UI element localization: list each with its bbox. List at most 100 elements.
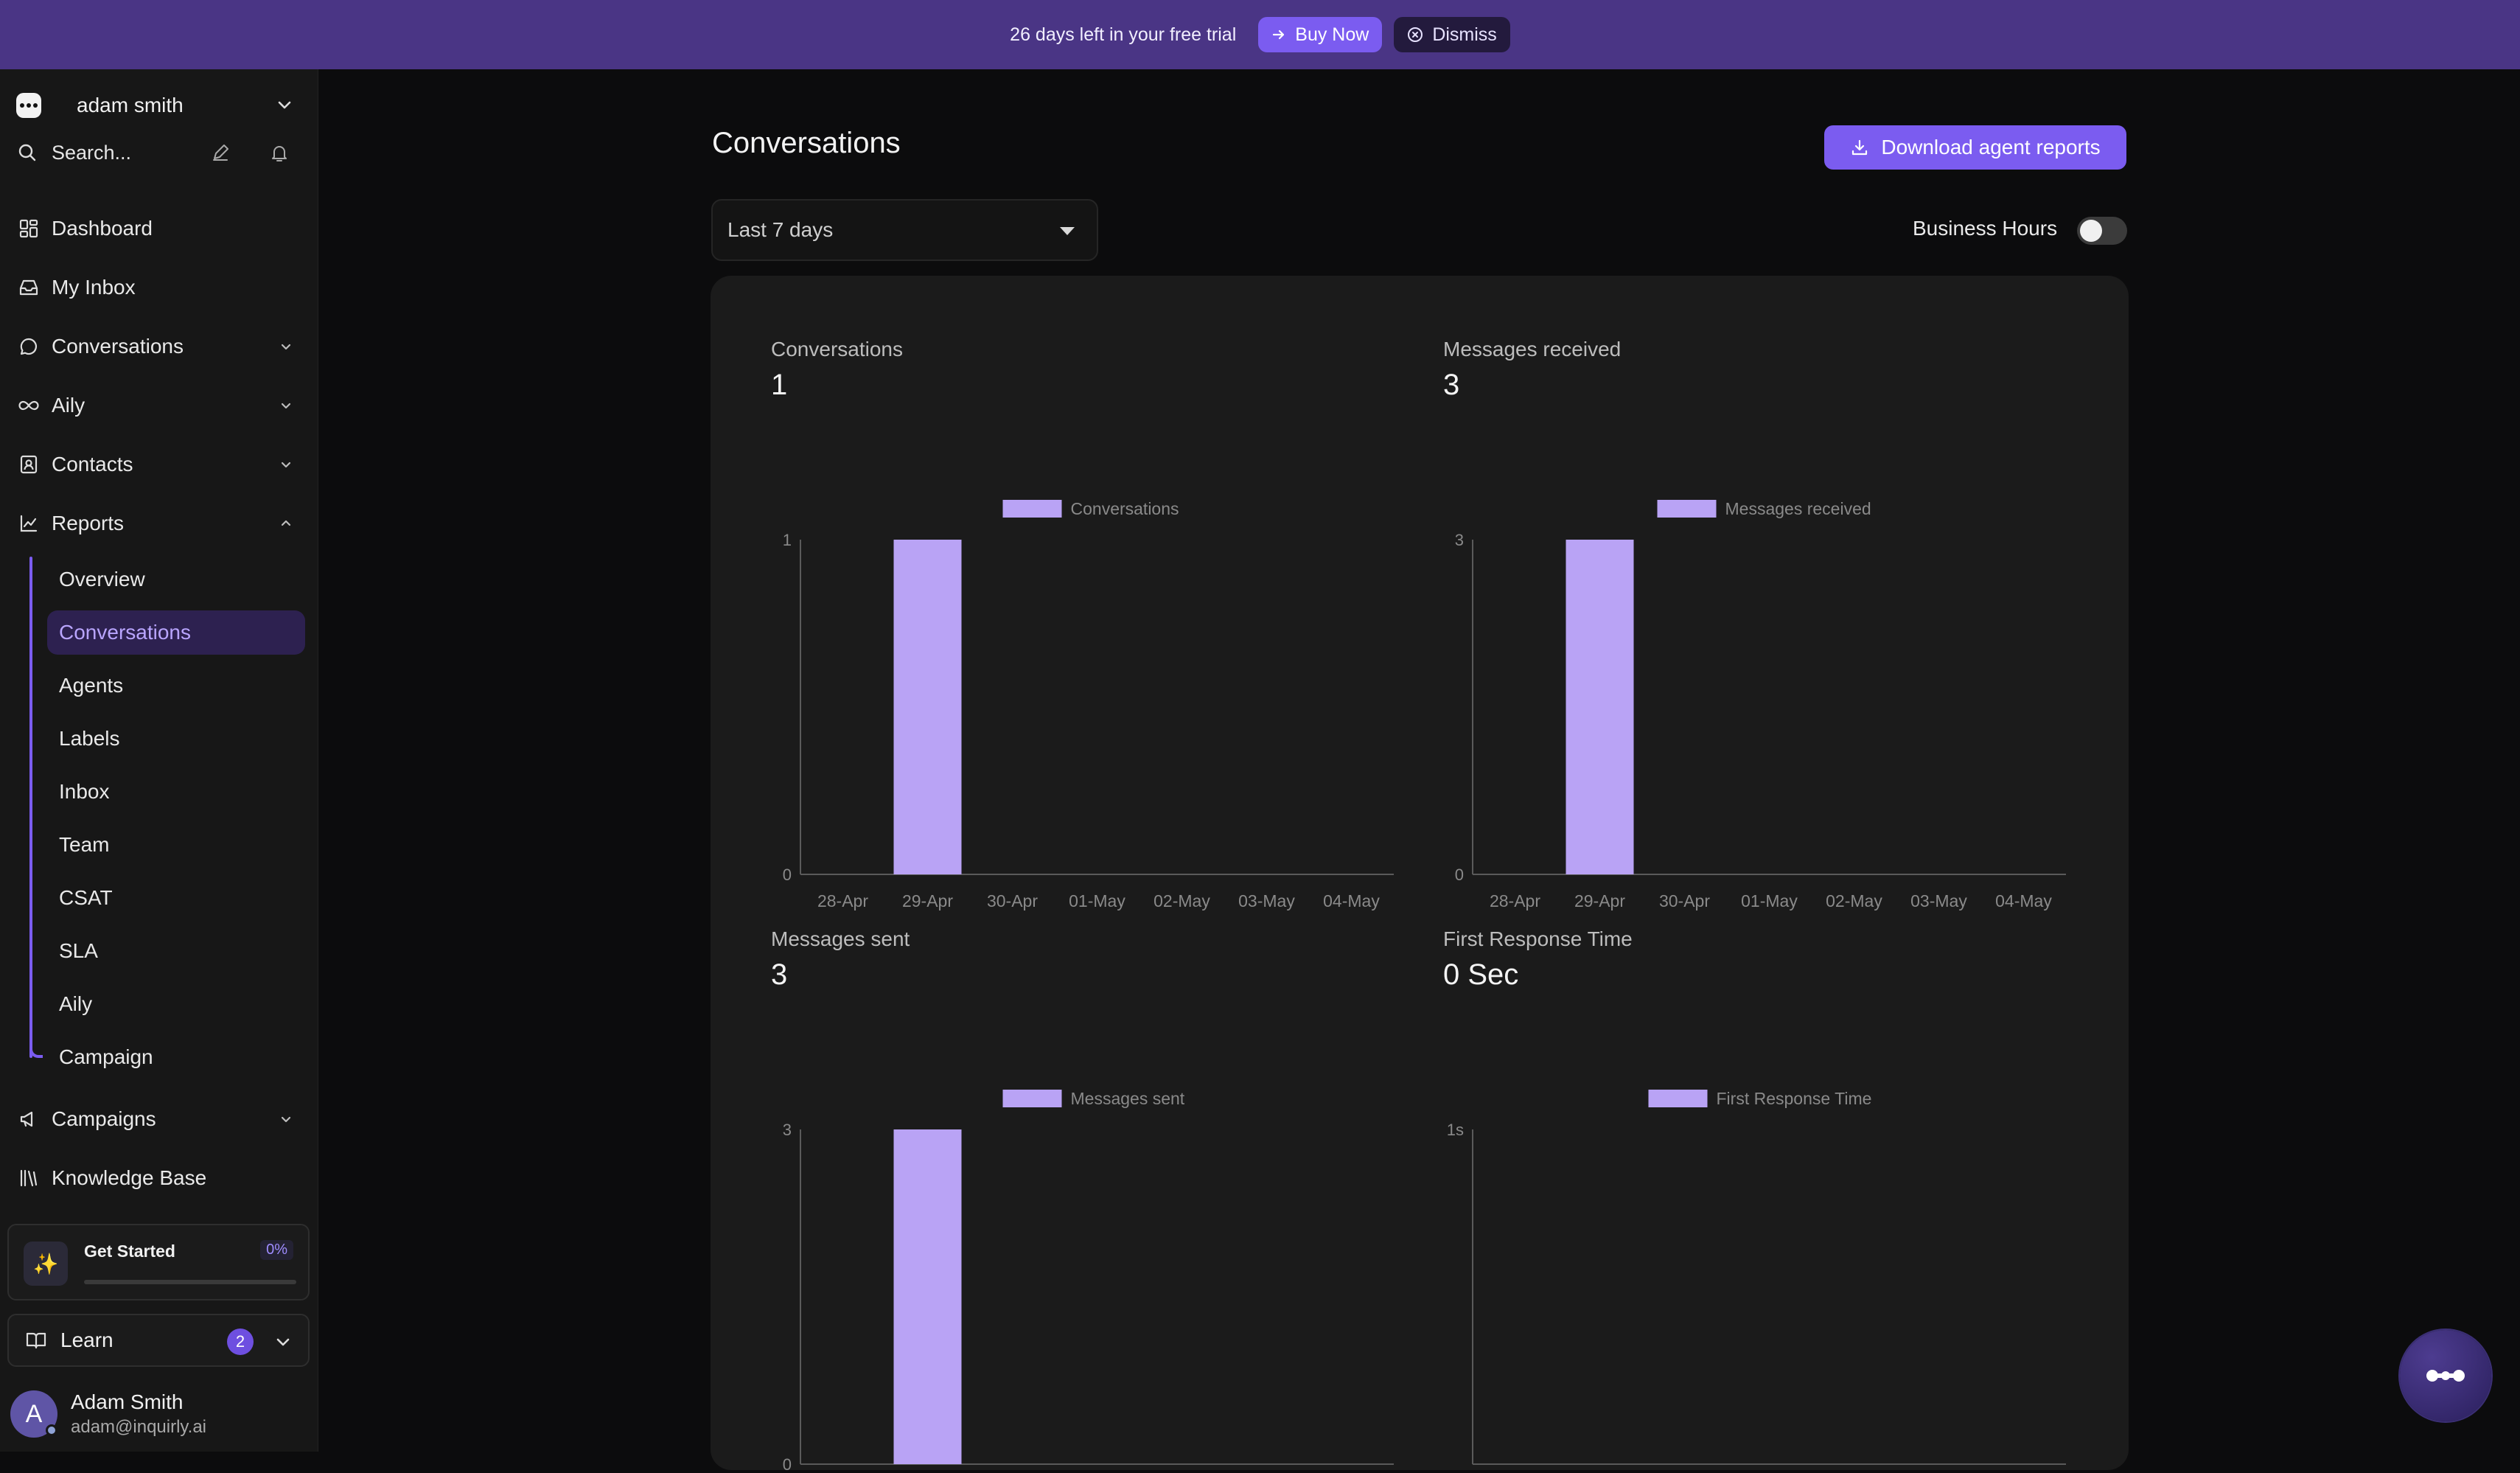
x-tick-label: 30-Apr [1659,891,1710,910]
toggle-knob [2080,220,2102,242]
x-tick-label: 04-May [1323,891,1380,910]
legend-swatch [1648,1090,1708,1107]
report-item-campaign[interactable]: Campaign [47,1035,305,1079]
report-item-inbox[interactable]: Inbox [47,770,305,814]
x-tick-label: 30-Apr [987,891,1038,910]
date-range-value: Last 7 days [727,218,834,241]
account-switcher[interactable]: adam smith [16,87,301,124]
dashboard-icon [16,216,41,241]
get-started-card[interactable]: ✨ Get Started 0% [7,1224,310,1300]
sidebar-item-aily[interactable]: Aily [16,383,304,428]
y-tick-label: 3 [783,1121,792,1139]
report-item-label: Inbox [59,780,110,803]
chart-summary-value: 1 [771,369,788,401]
download-icon [1852,139,1868,156]
chevron-down-icon [278,101,291,109]
report-item-label: Overview [59,568,145,591]
sidebar-item-campaigns[interactable]: Campaigns [16,1097,304,1141]
sidebar-item-reports[interactable]: Reports [16,501,304,546]
learn-button[interactable]: Learn 2 [7,1314,310,1367]
sidebar-item-knowledge-base[interactable]: Knowledge Base [16,1156,304,1200]
business-hours-toggle[interactable] [2077,217,2127,245]
legend-label: Conversations [1071,499,1179,518]
line-chart-icon [16,511,41,536]
download-label: Download agent reports [1881,136,2101,159]
x-tick-label: 03-May [1238,891,1295,910]
legend-label: First Response Time [1717,1089,1872,1108]
inbox-icon [16,275,41,300]
chevron-up-icon [281,520,291,526]
chevron-down-icon [281,1116,291,1123]
sidebar-item-label: Dashboard [52,217,153,240]
x-tick-label: 01-May [1069,891,1125,910]
arrow-right-icon [1273,29,1285,40]
report-item-label: SLA [59,939,98,962]
sidebar-item-dashboard[interactable]: Dashboard [16,206,304,251]
report-item-conversations[interactable]: Conversations [47,610,305,655]
chart-title: Conversations [771,338,903,361]
chevron-down-icon [281,403,291,409]
sidebar-item-conversations[interactable]: Conversations [16,324,304,369]
chart-plot: Messages sent0328-Apr29-Apr30-Apr01-May0… [783,1089,1394,1473]
bell-icon[interactable] [268,142,290,164]
get-started-progress-bar [84,1280,296,1284]
x-tick-label: 28-Apr [817,891,868,910]
edit-icon[interactable] [209,142,231,164]
trial-banner: 26 days left in your free trial Buy Now … [0,0,2520,69]
chart-messages-sent: Messages sent 3 Messages sent0328-Apr29-… [771,927,1405,1473]
chevron-down-icon [281,462,291,468]
report-item-labels[interactable]: Labels [47,717,305,761]
bar [1566,540,1634,874]
sidebar-item-label: Conversations [52,335,184,358]
x-tick-label: 29-Apr [902,891,953,910]
learn-label: Learn [60,1329,114,1351]
search-icon [18,144,36,161]
report-item-label: Labels [59,727,120,750]
sidebar-item-contacts[interactable]: Contacts [16,442,304,487]
sidebar-item-label: Knowledge Base [52,1166,207,1189]
chart-conversations: Conversations 1 Conversations 0 1 28-Apr 29-… [771,338,1405,910]
book-open-icon [26,1332,46,1349]
report-item-sla[interactable]: SLA [47,929,305,973]
x-tick-label: 01-May [1741,891,1798,910]
report-item-label: Agents [59,674,124,697]
infinity-icon [16,393,41,418]
user-profile[interactable]: A Adam Smith adam@inquirly.ai [10,1386,305,1438]
y-tick-label: 0 [783,866,792,884]
date-range-select[interactable]: Last 7 days [711,199,1098,261]
report-item-aily[interactable]: Aily [47,982,305,1026]
chart-messages-received: Messages received 3 Messages received 0 3 2… [1443,338,2077,910]
legend-swatch [1002,1090,1062,1107]
sidebar-item-my-inbox[interactable]: My Inbox [16,265,304,310]
chart-summary-value: 3 [1443,369,1460,401]
chart-plot: First Response Time1s28-Apr29-Apr30-Apr0… [1447,1089,2066,1465]
y-tick-label: 1s [1447,1121,1464,1139]
report-item-label: Campaign [59,1045,153,1068]
download-agent-reports-button[interactable]: Download agent reports [1824,125,2126,170]
learn-count-badge: 2 [227,1329,254,1355]
x-tick-label: 02-May [1153,891,1210,910]
x-tick-label: 02-May [1826,891,1882,910]
search-input[interactable]: Search... [52,141,132,164]
contact-card-icon [16,452,41,477]
sidebar-item-label: Aily [52,394,85,417]
report-item-csat[interactable]: CSAT [47,876,305,920]
legend-label: Messages received [1725,499,1871,518]
sidebar-item-label: Contacts [52,453,133,476]
chart-title: First Response Time [1443,927,1633,950]
status-indicator [46,1424,57,1436]
sidebar-item-label: Campaigns [52,1107,156,1130]
get-started-percent: 0% [260,1240,293,1260]
dismiss-button[interactable]: Dismiss [1394,17,1510,52]
buy-now-button[interactable]: Buy Now [1258,17,1383,52]
search-row: Search... [16,134,301,171]
y-tick-label: 0 [1455,866,1464,884]
report-item-team[interactable]: Team [47,823,305,867]
user-name: Adam Smith [71,1390,184,1413]
brand-logo-icon [16,93,41,118]
chat-launcher-button[interactable] [2400,1330,2491,1421]
report-item-overview[interactable]: Overview [47,557,305,602]
chart-summary-value: 3 [771,958,788,991]
report-item-agents[interactable]: Agents [47,664,305,708]
x-tick-label: 28-Apr [1490,891,1540,910]
